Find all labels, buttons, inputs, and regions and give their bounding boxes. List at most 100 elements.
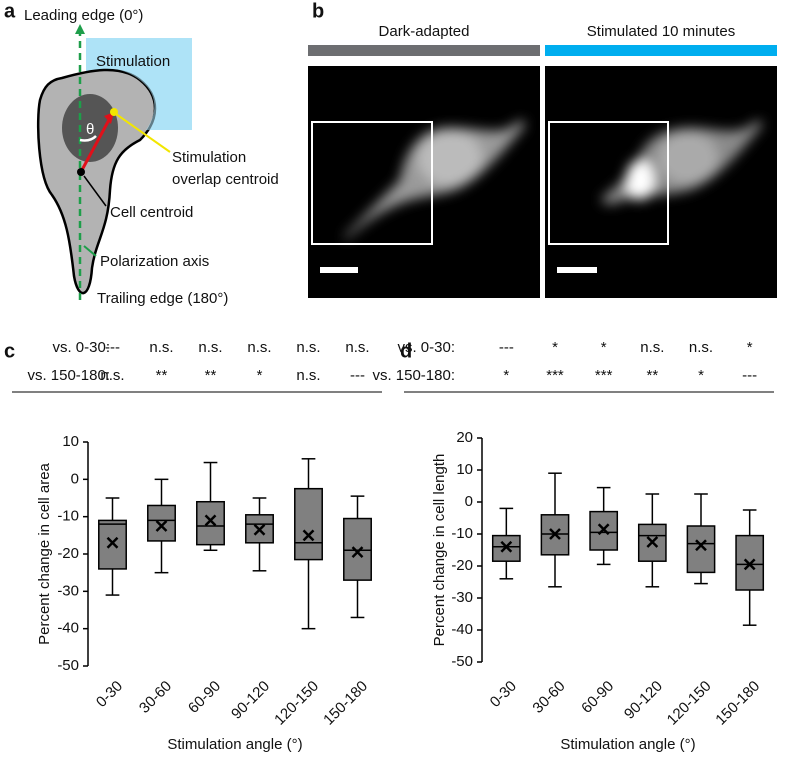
condition-label: Stimulated 10 minutes [587, 23, 735, 40]
significance: n.s. [247, 339, 271, 356]
significance: --- [350, 367, 365, 384]
trailing-edge-label: Trailing edge (180°) [97, 290, 228, 307]
significance: n.s. [640, 339, 664, 356]
angle-arc [79, 135, 97, 142]
y-tick-label: 20 [456, 429, 473, 446]
x-tick-label: 120-150 [664, 678, 715, 729]
x-tick-label: 150-180 [712, 678, 763, 729]
significance: n.s. [345, 339, 369, 356]
theta-label: θ [86, 121, 94, 138]
y-tick-label: -10 [451, 525, 473, 542]
significance: * [257, 367, 263, 384]
roi-box [548, 121, 669, 245]
x-tick-label: 120-150 [271, 678, 322, 729]
mean-marker [351, 546, 364, 559]
significance: n.s. [296, 367, 320, 384]
overlap-region [86, 38, 192, 130]
box [147, 504, 176, 542]
significance: --- [105, 339, 120, 356]
condition-bar [308, 45, 540, 56]
overlap-centroid-label: Stimulation [172, 149, 246, 166]
y-tick-label: 10 [456, 461, 473, 478]
x-tick-label: 90-120 [621, 678, 666, 723]
mean-marker [695, 539, 707, 552]
scale-bar [557, 267, 597, 273]
overlap-centroid-label: overlap centroid [172, 171, 279, 188]
significance: *** [595, 367, 613, 384]
x-tick-label: 90-120 [228, 678, 273, 723]
leader-line [83, 245, 97, 257]
cell-signal [345, 120, 526, 240]
x-tick-label: 0-30 [487, 678, 520, 711]
significance: *** [546, 367, 564, 384]
panel-b: b Dark-adapted Stimulated 10 minutes [308, 0, 777, 298]
cell-centroid-label: Cell centroid [110, 204, 193, 221]
y-axis-title: Percent change in cell area [36, 462, 53, 644]
stimulation-label: Stimulation [96, 53, 170, 70]
significance: n.s. [198, 339, 222, 356]
comparison-label: vs. 150-180: [372, 367, 455, 384]
x-tick-label: 60-90 [185, 678, 224, 717]
mean-marker [646, 536, 659, 548]
y-tick-label: -30 [451, 589, 473, 606]
comparison-label: vs. 150-180: [27, 367, 110, 384]
box [343, 517, 372, 581]
y-tick-label: -40 [57, 620, 79, 637]
significance: * [698, 367, 704, 384]
angle-vector [80, 117, 112, 171]
mean-marker [743, 558, 756, 571]
mean-marker [500, 540, 513, 553]
y-tick-label: -50 [451, 653, 473, 670]
significance: n.s. [689, 339, 713, 356]
y-tick-label: -20 [57, 545, 79, 562]
y-tick-label: -30 [57, 582, 79, 599]
y-tick-label: -10 [57, 508, 79, 525]
x-tick-label: 0-30 [93, 678, 126, 711]
x-tick-label: 60-90 [578, 678, 617, 717]
mean-marker [106, 536, 119, 549]
comparison-label: vs. 0-30: [397, 339, 455, 356]
polarization-axis-label: Polarization axis [100, 253, 209, 270]
mean-marker [302, 529, 315, 542]
cell-signal [600, 120, 763, 205]
y-tick-label: -20 [451, 557, 473, 574]
leader-line [115, 113, 171, 153]
comparison-label: vs. 0-30: [52, 339, 110, 356]
leader-line [83, 175, 107, 207]
significance: n.s. [296, 339, 320, 356]
x-axis-title: Stimulation angle (°) [560, 736, 695, 753]
box [294, 487, 323, 561]
significance: n.s. [100, 367, 124, 384]
mean-marker [204, 514, 217, 527]
nucleus [62, 94, 118, 162]
significance: * [503, 367, 509, 384]
charts: c vs. 0-30:--- n.s. n.s. n.s. n.s. n.s.vs. 150… [4, 339, 774, 753]
significance: ** [156, 367, 168, 384]
panel-a: a Leading edge (0°) Stimulation θ Stimul… [4, 0, 279, 307]
y-tick-label: 0 [71, 470, 79, 487]
panel-label: a [4, 0, 16, 22]
y-tick-label: 0 [465, 493, 473, 510]
mean-marker [155, 520, 168, 532]
y-axis-title: Percent change in cell length [431, 454, 448, 647]
significance: * [747, 339, 753, 356]
y-tick-label: -50 [57, 657, 79, 674]
box [196, 500, 225, 546]
cell-centroid-dot [77, 168, 85, 176]
panel-label: d [400, 340, 412, 362]
x-tick-label: 30-60 [529, 678, 568, 717]
box [686, 525, 716, 574]
panel-label: c [4, 340, 15, 362]
leading-edge-label: Leading edge (0°) [24, 7, 143, 24]
mean-marker [549, 528, 561, 540]
roi-box [311, 121, 433, 245]
significance: * [552, 339, 558, 356]
y-tick-label: 10 [62, 433, 79, 450]
condition-bar [545, 45, 777, 56]
mean-marker [253, 523, 266, 536]
significance: n.s. [149, 339, 173, 356]
box [98, 519, 127, 570]
significance: ** [646, 367, 658, 384]
significance: --- [742, 367, 757, 384]
